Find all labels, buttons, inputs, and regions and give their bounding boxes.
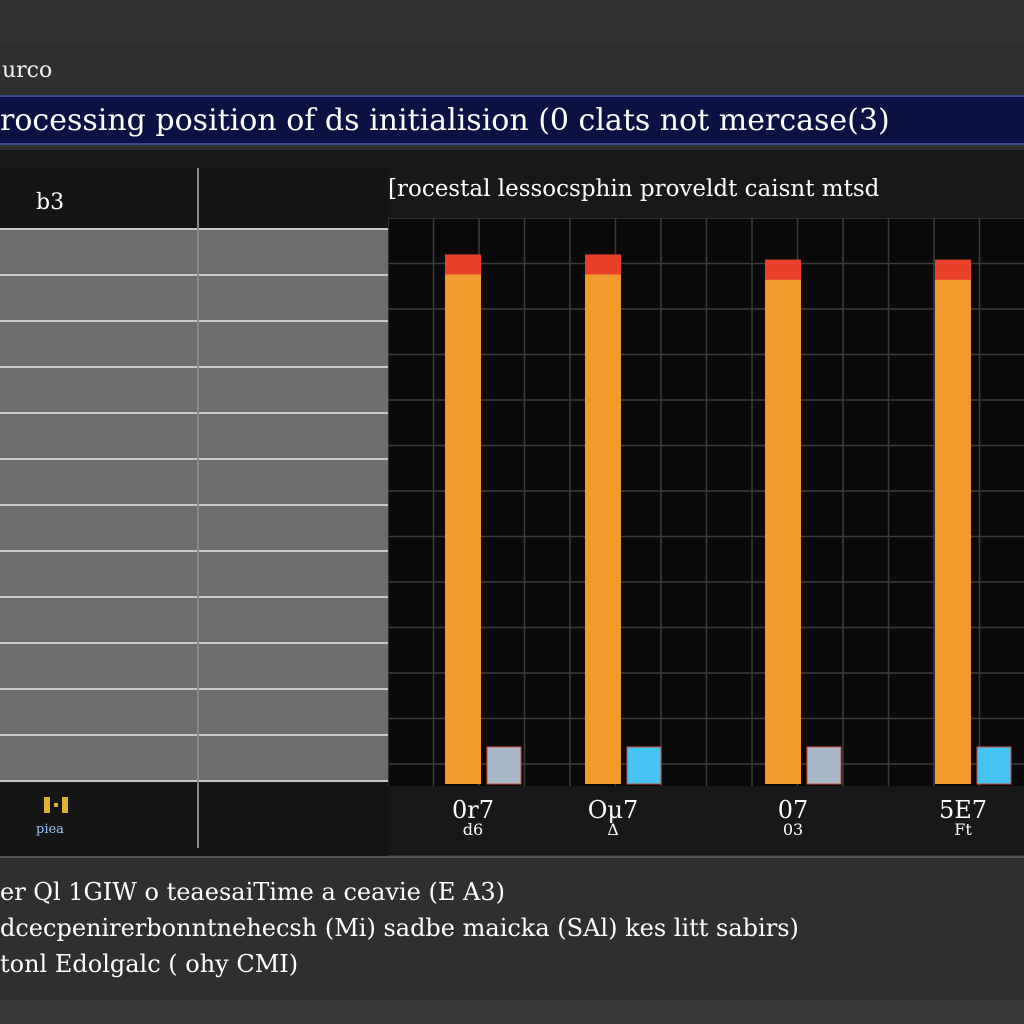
title-bar-text: rocessing position of ds initialision (0… [0,103,890,138]
bar-series-1-0[interactable] [445,254,481,784]
table-row[interactable] [0,414,388,458]
grid-line [0,780,388,782]
signal-icon [44,797,68,813]
grid-line [0,734,388,736]
grid-line [0,642,388,644]
table-cell[interactable] [199,368,388,412]
table-cell[interactable] [0,230,195,274]
table-row[interactable] [0,322,388,366]
x-tick-sublabel: Ft [954,820,972,839]
table-cell[interactable] [0,368,195,412]
divider [0,856,1024,858]
table-cell[interactable] [0,460,195,504]
note-line: tonl Edolgalc ( ohy CMI) [0,950,299,978]
table-cell[interactable] [199,552,388,596]
bar-cap-3 [935,259,971,280]
table-cell[interactable] [199,506,388,550]
table-cell[interactable] [0,690,195,734]
table-cell[interactable] [199,276,388,320]
status-bar [0,1000,1024,1024]
grid-line [0,550,388,552]
table-cell[interactable] [199,230,388,274]
bar-cap-1 [585,254,621,275]
bar-series-1-2[interactable] [765,259,801,784]
left-panel-header: b3 [36,190,65,215]
grid-line [0,688,388,690]
bar-cap-2 [765,259,801,280]
bar-series-2-0[interactable] [486,746,522,785]
bar-series-2-3[interactable] [976,746,1012,785]
bar-series-1-1[interactable] [585,254,621,784]
chart-title-bar: rocessing position of ds initialision (0… [0,95,1024,145]
table-row[interactable] [0,552,388,596]
table-cell[interactable] [199,644,388,688]
window-title: urco [2,58,53,83]
table-row[interactable] [0,230,388,274]
note-line: er Ql 1GIW o teaesaiTime a ceavie (E A3) [0,878,505,906]
table-cell[interactable] [0,736,195,780]
table-cell[interactable] [0,598,195,642]
table-row[interactable] [0,368,388,412]
x-tick-label: 0r7 [451,796,495,824]
note-line: dcecpenirerbonntnehecsh (Mi) sadbe maick… [0,914,799,942]
grid-line [0,274,388,276]
table-row[interactable] [0,506,388,550]
bar-chart [388,218,1024,786]
bar-cap-0 [445,254,481,275]
table-cell[interactable] [0,414,195,458]
table-cell[interactable] [199,690,388,734]
grid-line [0,458,388,460]
x-tick-label: 07 [777,796,809,824]
grid-line [0,366,388,368]
top-toolbar [0,0,1024,45]
grid-line [0,596,388,598]
x-tick-sublabel: Δ [607,820,619,839]
table-cell[interactable] [199,322,388,366]
table-cell[interactable] [0,276,195,320]
table-cell[interactable] [0,506,195,550]
table-row[interactable] [0,276,388,320]
table-cell[interactable] [199,598,388,642]
bar-series-2-1[interactable] [626,746,662,785]
table-cell[interactable] [199,736,388,780]
column-divider[interactable] [197,168,199,848]
table-row[interactable] [0,644,388,688]
table-cell[interactable] [0,322,195,366]
table-row[interactable] [0,598,388,642]
grid-line [0,228,388,230]
grid-line [0,320,388,322]
table-row[interactable] [0,690,388,734]
chart-title: [rocestal lessocsphin proveldt caisnt mt… [388,176,880,202]
table-row[interactable] [0,460,388,504]
grid-line [0,504,388,506]
x-axis-labels: 0r7 d6 Oμ7 Δ 07 03 5E7 Ft [388,796,1024,846]
bar-series-1-3[interactable] [935,259,971,784]
table-cell[interactable] [0,552,195,596]
x-tick-sublabel: 03 [782,820,804,839]
table-cell[interactable] [199,414,388,458]
table-row[interactable] [0,736,388,780]
x-tick-label: 5E7 [938,796,988,824]
x-tick-sublabel: d6 [462,820,484,839]
bottom-left-label: piea [36,822,64,837]
grid-line [0,412,388,414]
table-cell[interactable] [0,644,195,688]
x-tick-label: Oμ7 [587,796,639,824]
table-cell[interactable] [199,460,388,504]
bar-series-2-2[interactable] [806,746,842,785]
